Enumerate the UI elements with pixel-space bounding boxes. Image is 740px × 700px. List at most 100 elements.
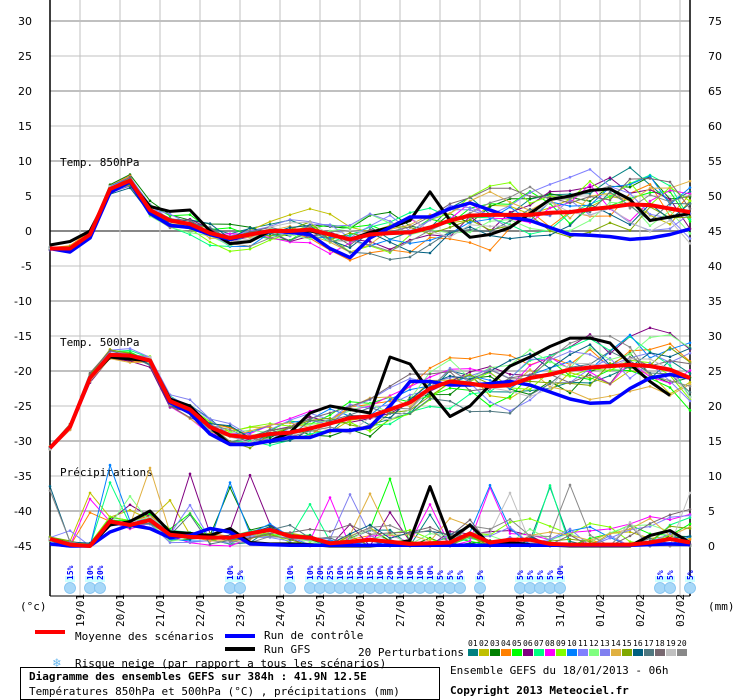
- perturbation-15-t850-point: [628, 229, 632, 232]
- perturbation-16-precip-point: [268, 525, 272, 529]
- snow-risk-percent: 5%: [686, 570, 695, 580]
- member-number: 10: [567, 639, 577, 648]
- perturbation-19-t850-point: [468, 223, 472, 227]
- perturbation-01-t850-point: [588, 192, 592, 195]
- perturbation-14-t500-point: [128, 361, 132, 364]
- perturbation-09-t850-point: [588, 179, 592, 183]
- perturbation-12-t850-point: [488, 219, 492, 223]
- perturbation-12-t850-point: [308, 237, 312, 241]
- perturbation-14-t500-point: [688, 382, 692, 386]
- snow-risk-percent: 10%: [396, 565, 405, 580]
- left-tick-label: -10: [14, 295, 32, 308]
- perturbation-06-t850-point: [528, 203, 532, 207]
- member-number: 16: [633, 639, 643, 648]
- member-color-swatch: [556, 649, 566, 656]
- perturbation-20-t850-point: [388, 249, 392, 253]
- snowflake-icon: [524, 582, 536, 594]
- perturbation-09-t500-point: [608, 369, 612, 372]
- perturbation-10-precip-point: [568, 529, 572, 533]
- perturbation-09-precip-point: [608, 525, 612, 529]
- perturbation-14-precip-point: [368, 492, 372, 496]
- perturbation-01-t850-point: [688, 190, 692, 194]
- perturbation-18-t850-point: [368, 228, 372, 231]
- chart-title: Diagramme des ensembles GEFS sur 384h : …: [29, 670, 367, 683]
- perturbation-10-t500-point: [328, 407, 332, 411]
- perturbation-06-t500-point: [468, 370, 472, 374]
- snow-risk-bar: [445, 576, 455, 582]
- snowflake-icon: [314, 582, 326, 594]
- perturbation-13-t850-point: [328, 224, 332, 228]
- perturbation-18-precip-point: [348, 523, 352, 526]
- legend-control-line: [225, 634, 255, 638]
- perturbation-10-t850-point: [468, 220, 472, 224]
- member-number: 20: [677, 639, 687, 648]
- perturbation-05-precip-point: [388, 477, 392, 481]
- perturbation-20-t500-point: [308, 430, 312, 433]
- member-number: 03: [490, 639, 500, 648]
- perturbation-19-t850-point: [588, 214, 592, 217]
- date-tick-label: 27/01: [394, 594, 407, 627]
- snowflake-icon: [434, 582, 446, 594]
- perturbation-12-precip-point: [428, 532, 432, 535]
- perturbation-11-t500-point: [648, 361, 652, 365]
- perturbation-20-t500-point: [548, 357, 552, 360]
- perturbation-11-precip-point: [508, 535, 512, 539]
- snowflake-icon: [384, 582, 396, 594]
- perturbation-09-t850-point: [208, 240, 212, 244]
- perturbation-12-t850-point: [568, 229, 572, 233]
- perturbation-18-t500-point: [428, 372, 432, 376]
- perturbation-14-t500-point: [388, 395, 392, 399]
- perturbation-06-t850-point: [588, 185, 592, 189]
- perturbation-13-t500-point: [448, 376, 452, 380]
- perturbation-17-t500-point: [488, 409, 492, 413]
- perturbation-19-t500-point: [628, 357, 632, 360]
- perturbation-08-t850-point: [328, 252, 332, 256]
- perturbation-18-t500-point: [268, 429, 272, 432]
- perturbation-16-t500-point: [388, 416, 392, 420]
- snow-risk-percent: 5%: [656, 570, 665, 580]
- perturbation-15-t500-point: [668, 346, 672, 349]
- snowflake-icon: [364, 582, 376, 594]
- snowflake-icon: [404, 582, 416, 594]
- date-tick-label: 01/02: [594, 594, 607, 627]
- perturbation-20-precip-point: [568, 483, 572, 487]
- perturbation-12-t500-point: [448, 358, 452, 361]
- perturbation-10-t500-point: [408, 388, 412, 391]
- snowflake-icon: [354, 582, 366, 594]
- date-tick-label: 02/02: [634, 594, 647, 627]
- perturbation-07-precip-point: [548, 484, 552, 487]
- perturbation-08-t850-point: [648, 199, 652, 203]
- snow-risk-bar: [475, 576, 485, 582]
- perturbation-14-precip-point: [208, 539, 212, 543]
- perturbation-08-precip-point: [588, 529, 592, 533]
- perturbation-20-precip-point: [428, 528, 432, 532]
- perturbation-06-t500-point: [508, 373, 512, 376]
- snow-risk-bar: [405, 576, 415, 582]
- perturbation-02-t500-point: [568, 371, 572, 374]
- perturbation-14-precip-point: [608, 532, 612, 536]
- perturbation-01-t850-point: [268, 223, 272, 226]
- perturbation-04-t850-point: [648, 183, 652, 186]
- perturbation-18-precip-point: [288, 531, 292, 534]
- perturbation-07-precip-point: [308, 502, 312, 506]
- perturbation-18-t850-point: [528, 195, 532, 198]
- perturbation-15-t500-point: [328, 416, 332, 420]
- perturbation-20-t850-point: [328, 239, 332, 243]
- snow-risk-percent: 10%: [226, 565, 235, 580]
- snow-risk-percent: 10%: [86, 565, 95, 580]
- right-tick-label: 30: [708, 330, 722, 343]
- perturbation-16-t850-point: [248, 226, 252, 230]
- perturbation-12-t500-point: [648, 336, 652, 339]
- perturbation-12-t500-point: [528, 348, 532, 352]
- member-color-swatch: [490, 649, 500, 656]
- right-tick-label: 10: [708, 470, 722, 483]
- perturbation-14-precip-point: [148, 466, 152, 470]
- perturbation-13-precip-point: [668, 532, 672, 536]
- perturbation-08-t850-point: [668, 189, 672, 192]
- ensemble-mean-t500: [48, 352, 691, 450]
- perturbation-19-t850-point: [488, 224, 492, 228]
- perturbation-19-t850-point: [688, 242, 692, 245]
- perturbation-13-t850-point: [668, 227, 672, 230]
- perturbation-20-t850-point: [688, 193, 692, 197]
- perturbation-08-t850-point: [588, 183, 592, 187]
